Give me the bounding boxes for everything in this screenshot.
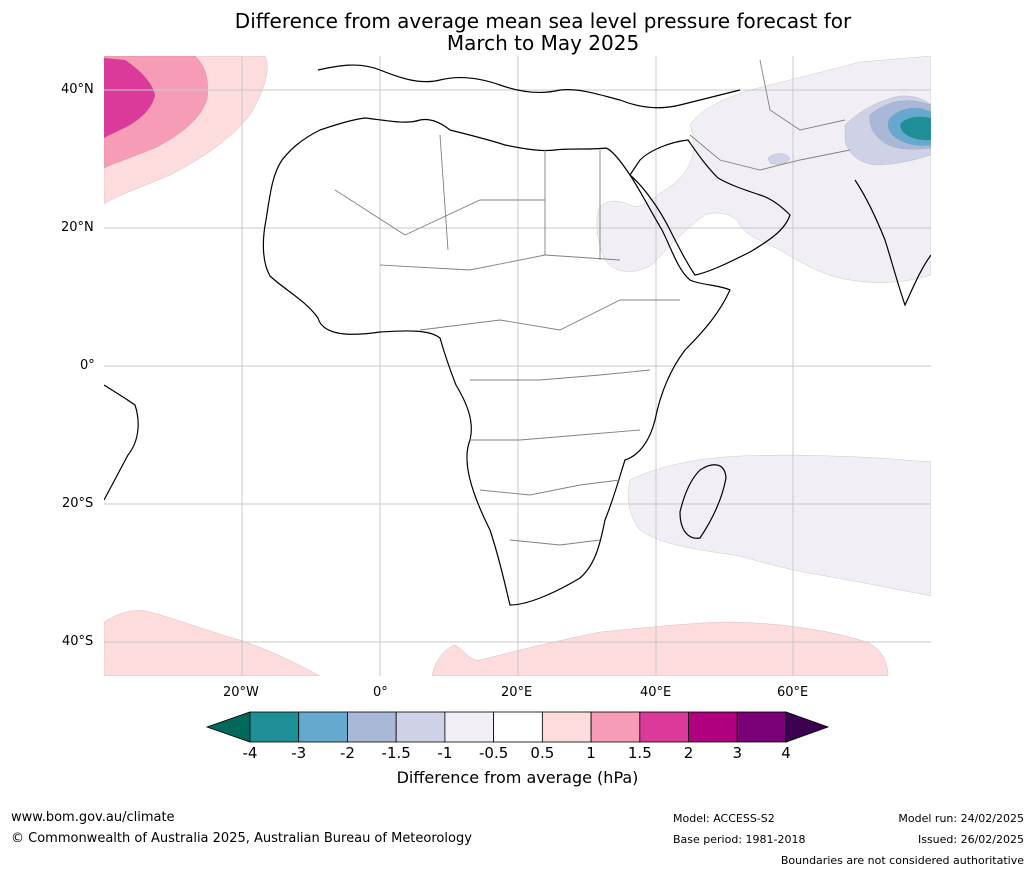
coastline-europe xyxy=(317,64,741,109)
title-line-1: Difference from average mean sea level p… xyxy=(234,9,852,33)
colorbar-tick-label: -2 xyxy=(339,744,355,762)
country-borders xyxy=(334,59,851,546)
graticule xyxy=(104,56,931,676)
colorbar-tick-label: -3 xyxy=(291,744,307,762)
coastline-africa xyxy=(262,117,731,606)
model-run-date: Model run: 24/02/2025 xyxy=(898,812,1024,825)
coastline-arabia xyxy=(629,139,791,276)
lat-label-40s: 40°S xyxy=(62,634,94,649)
coastlines xyxy=(104,64,931,606)
lat-label-40n: 40°N xyxy=(61,82,94,97)
lat-label-20n: 20°N xyxy=(61,220,94,235)
coastline-india xyxy=(854,179,931,307)
colorbar-label: Difference from average (hPa) xyxy=(396,768,639,787)
issued-date: Issued: 26/02/2025 xyxy=(917,833,1024,846)
lat-label-0: 0° xyxy=(80,358,95,373)
colorbar-tick-label: 3 xyxy=(732,744,743,762)
boundaries-disclaimer: Boundaries are not considered authoritat… xyxy=(780,854,1024,867)
anomaly-positive-1.5-2-north-atlantic xyxy=(104,57,156,139)
lon-label-20e: 20°E xyxy=(501,685,533,700)
lon-label-20w: 20°W xyxy=(223,685,259,700)
anomaly-negative-3-4-tibet xyxy=(900,116,931,141)
lon-label-60e: 60°E xyxy=(777,685,809,700)
colorbar-tick-label: 0.5 xyxy=(530,744,555,762)
anomaly-positive-0.5-1-south-indian xyxy=(431,621,889,676)
lon-label-0: 0° xyxy=(373,685,388,700)
lon-label-40e: 40°E xyxy=(640,685,672,700)
coastline-south-america xyxy=(104,384,139,501)
colorbar-tick-label: -1.5 xyxy=(381,744,411,762)
anomaly-positive-0.5-1-south-atlantic xyxy=(104,610,321,676)
colorbar-tick-label: 1.5 xyxy=(627,744,652,762)
colorbar-tick-label: 4 xyxy=(781,744,791,762)
colorbar-tick-label: -0.5 xyxy=(478,744,509,762)
colorbar-tick-label: 2 xyxy=(683,744,694,762)
copyright-notice: © Commonwealth of Australia 2025, Austra… xyxy=(11,831,472,846)
anomaly-negative-1-1.5-iran xyxy=(767,153,791,165)
base-period: Base period: 1981-2018 xyxy=(673,833,806,846)
colorbar-tick-label: -4 xyxy=(242,744,258,762)
colorbar-tick-label: -1 xyxy=(437,744,453,762)
chart-title: Difference from average mean sea level p… xyxy=(0,10,1035,54)
model-name: Model: ACCESS-S2 xyxy=(673,812,775,825)
coastline-madagascar xyxy=(679,464,727,539)
anomaly-negative-0.5-1-madagascar xyxy=(627,454,931,597)
website-link[interactable]: www.bom.gov.au/climate xyxy=(11,810,175,825)
lat-label-20s: 20°S xyxy=(62,496,94,511)
colorbar-tick-label: 1 xyxy=(586,744,596,762)
title-line-2: March to May 2025 xyxy=(446,31,640,55)
